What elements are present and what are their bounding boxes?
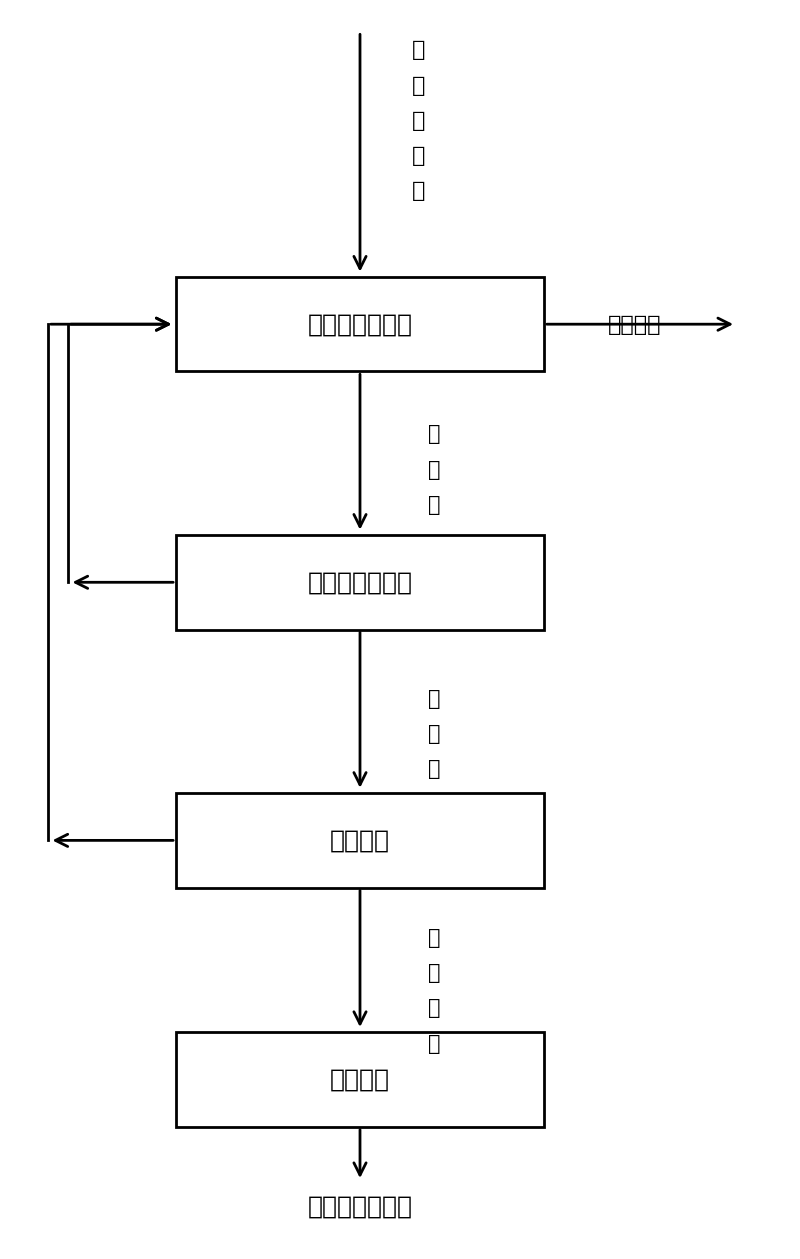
Bar — [176, 793, 544, 888]
Text: 脂: 脂 — [428, 1034, 441, 1054]
Text: 水: 水 — [412, 181, 426, 201]
Text: 换: 换 — [428, 963, 441, 983]
Text: 理: 理 — [412, 111, 426, 131]
Text: 破: 破 — [428, 689, 441, 709]
Bar — [176, 1032, 544, 1127]
Text: 硫酸链霉素产品: 硫酸链霉素产品 — [307, 1194, 413, 1219]
Text: 废: 废 — [412, 146, 426, 166]
Text: 处: 处 — [412, 76, 426, 96]
Text: 树: 树 — [428, 998, 441, 1019]
Text: 树脂解析: 树脂解析 — [330, 1068, 390, 1092]
Text: 交: 交 — [428, 928, 441, 948]
Text: 破: 破 — [428, 424, 441, 444]
Text: 废水处理: 废水处理 — [608, 315, 662, 335]
Text: 沫: 沫 — [428, 724, 441, 744]
Text: 第一级泡沫分离: 第一级泡沫分离 — [307, 312, 413, 336]
Text: 预: 预 — [412, 40, 426, 60]
Text: 液: 液 — [428, 759, 441, 779]
Text: 离子交换: 离子交换 — [330, 828, 390, 852]
Text: 沫: 沫 — [428, 460, 441, 480]
Bar — [176, 535, 544, 630]
Text: 液: 液 — [428, 495, 441, 515]
Text: 第二级泡沫分离: 第二级泡沫分离 — [307, 570, 413, 594]
Bar — [176, 277, 544, 371]
